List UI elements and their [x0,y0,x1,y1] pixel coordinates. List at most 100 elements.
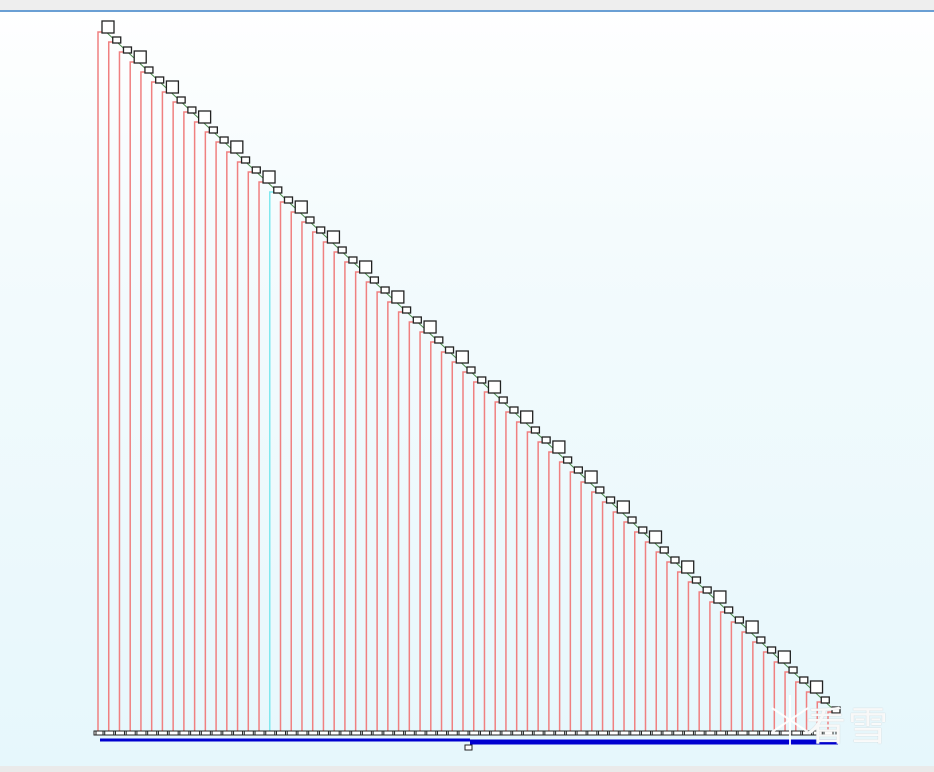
graph-node[interactable] [573,466,584,474]
graph-node[interactable] [391,290,405,304]
base-node[interactable] [361,730,372,736]
base-node[interactable] [512,730,523,736]
base-node[interactable] [340,730,351,736]
graph-node[interactable] [713,590,727,604]
base-node[interactable] [705,730,716,736]
graph-node[interactable] [584,470,598,484]
base-node[interactable] [759,730,770,736]
base-node[interactable] [426,730,437,736]
base-node[interactable] [404,730,415,736]
base-node[interactable] [598,730,609,736]
base-node[interactable] [179,730,190,736]
graph-node[interactable] [595,486,605,494]
base-node[interactable] [329,730,340,736]
graph-node[interactable] [659,546,669,554]
graph-node[interactable] [648,530,663,544]
base-node[interactable] [479,730,490,736]
base-node[interactable] [415,730,426,736]
base-node[interactable] [125,730,136,736]
graph-node[interactable] [681,560,695,574]
graph-node[interactable] [401,306,412,314]
base-node[interactable] [233,730,244,736]
base-node[interactable] [308,730,319,736]
graph-node[interactable] [831,706,841,714]
base-node[interactable] [351,730,362,736]
base-node[interactable] [522,730,533,736]
base-node[interactable] [608,730,619,736]
base-node[interactable] [394,730,405,736]
graph-node[interactable] [337,246,347,254]
base-node[interactable] [372,730,383,736]
base-node[interactable] [458,730,469,736]
graph-node[interactable] [230,140,244,154]
base-node[interactable] [297,730,308,736]
base-node[interactable] [318,730,329,736]
graph-node[interactable] [283,196,294,204]
base-node[interactable] [662,730,673,736]
graph-node[interactable] [133,50,147,64]
graph-node[interactable] [155,76,165,84]
graph-node[interactable] [101,20,115,34]
graph-node[interactable] [638,526,648,534]
base-node[interactable] [222,730,233,736]
graph-node[interactable] [520,410,534,424]
base-node[interactable] [501,730,512,736]
graph-node[interactable] [820,696,830,704]
graph-node[interactable] [487,380,502,394]
graph-node[interactable] [616,500,630,514]
base-node[interactable] [683,730,694,736]
base-node[interactable] [651,730,662,736]
graph-node[interactable] [348,256,358,264]
graph-node[interactable] [219,136,229,144]
graph-node[interactable] [552,440,566,454]
base-node[interactable] [544,730,555,736]
base-node[interactable] [437,730,448,736]
graph-node[interactable] [326,230,341,244]
graph-node[interactable] [562,456,573,464]
graph-node[interactable] [799,676,809,684]
graph-node[interactable] [122,46,133,54]
base-node[interactable] [748,730,759,736]
graph-node[interactable] [541,436,551,444]
graph-node[interactable] [809,680,824,694]
graph-node[interactable] [788,666,798,674]
graph-node[interactable] [723,606,734,614]
graph-node[interactable] [187,106,197,114]
graph-node[interactable] [412,316,422,324]
graph-node[interactable] [627,516,637,524]
base-node[interactable] [630,730,641,736]
base-node[interactable] [619,730,630,736]
graph-node[interactable] [176,96,186,104]
graph-node[interactable] [434,336,444,344]
base-node[interactable] [555,730,566,736]
graph-node[interactable] [466,366,476,374]
graph-node[interactable] [444,346,455,354]
graph-node[interactable] [208,126,219,134]
base-node[interactable] [104,730,115,736]
graph-node[interactable] [777,650,791,664]
graph-node[interactable] [756,636,766,644]
base-node[interactable] [286,730,297,736]
graph-node[interactable] [251,166,261,174]
graph-node[interactable] [670,556,680,564]
base-node[interactable] [533,730,544,736]
base-node[interactable] [136,730,147,736]
graph-node[interactable] [498,396,508,404]
graph-node[interactable] [305,216,315,224]
exit-node[interactable] [464,744,473,751]
graph-node[interactable] [144,66,154,74]
graph-node[interactable] [477,376,487,384]
graph-node[interactable] [509,406,519,414]
graph-node[interactable] [423,320,437,334]
graph-node[interactable] [605,496,616,504]
base-node[interactable] [93,730,104,736]
base-node[interactable] [211,730,222,736]
graph-node[interactable] [273,186,283,194]
graph-node[interactable] [262,170,276,184]
graph-node[interactable] [380,286,390,294]
base-node[interactable] [190,730,201,736]
graph-node[interactable] [294,200,308,214]
base-node[interactable] [200,730,211,736]
base-node[interactable] [576,730,587,736]
